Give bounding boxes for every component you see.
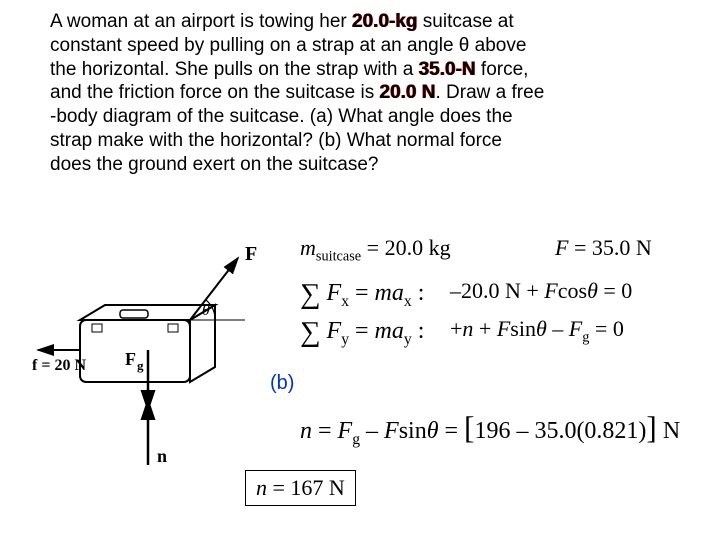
- eq-sum-fy-rhs: +n + Fsinθ – Fg = 0: [450, 316, 624, 346]
- text: strap make with the horizontal? (b) What…: [50, 130, 502, 151]
- free-body-diagram: F θ F g n f = 20 N: [30, 240, 280, 460]
- friction-highlight: 20.0 N: [380, 82, 436, 103]
- mass-value: 20.0 kg: [385, 235, 451, 260]
- text: does the ground exert on the suitcase?: [50, 154, 379, 175]
- problem-statement: A woman at an airport is towing her 20.0…: [50, 10, 670, 176]
- eq-force: F = 35.0 N: [555, 235, 652, 261]
- svg-text:F: F: [125, 349, 136, 369]
- eq-normal-result: n = 167 N: [245, 470, 356, 506]
- force-highlight: 35.0-N: [419, 59, 476, 80]
- text: A woman at an airport is towing her: [50, 11, 352, 32]
- text: force,: [476, 59, 529, 80]
- mass-highlight: 20.0-kg: [352, 11, 417, 32]
- eq-sum-fx: ∑ Fx = max :: [300, 278, 424, 311]
- n-unit: N: [657, 418, 680, 444]
- eq-normal-expression: n = Fg – Fsinθ = [196 – 35.0(0.821)] N: [300, 410, 680, 449]
- F-label-svg: F: [245, 243, 257, 265]
- text: . Draw a free: [436, 82, 545, 103]
- text: and the friction force on the suitcase i…: [50, 82, 380, 103]
- svg-text:f = 20 N: f = 20 N: [32, 357, 86, 374]
- eq-sum-fx-rhs: –20.0 N + Fcosθ = 0: [450, 278, 632, 304]
- eq-sum-fy: ∑ Fy = may :: [300, 316, 424, 349]
- svg-text:n: n: [157, 446, 167, 466]
- text: the horizontal. She pulls on the strap w…: [50, 59, 419, 80]
- text: -body diagram of the suitcase. (a) What …: [50, 106, 513, 127]
- text: suitcase at: [418, 11, 514, 32]
- part-b-label: (b): [270, 372, 294, 395]
- force-value: 35.0 N: [592, 235, 652, 260]
- eq-mass: msuitcase = 20.0 kg: [300, 235, 451, 265]
- text: constant speed by pulling on a strap at …: [50, 35, 526, 56]
- n-numeric: 196 – 35.0(0.821): [474, 418, 646, 444]
- svg-text:θ: θ: [202, 302, 210, 319]
- diagram-svg: F θ F g n f = 20 N: [30, 240, 280, 470]
- svg-text:g: g: [137, 358, 144, 373]
